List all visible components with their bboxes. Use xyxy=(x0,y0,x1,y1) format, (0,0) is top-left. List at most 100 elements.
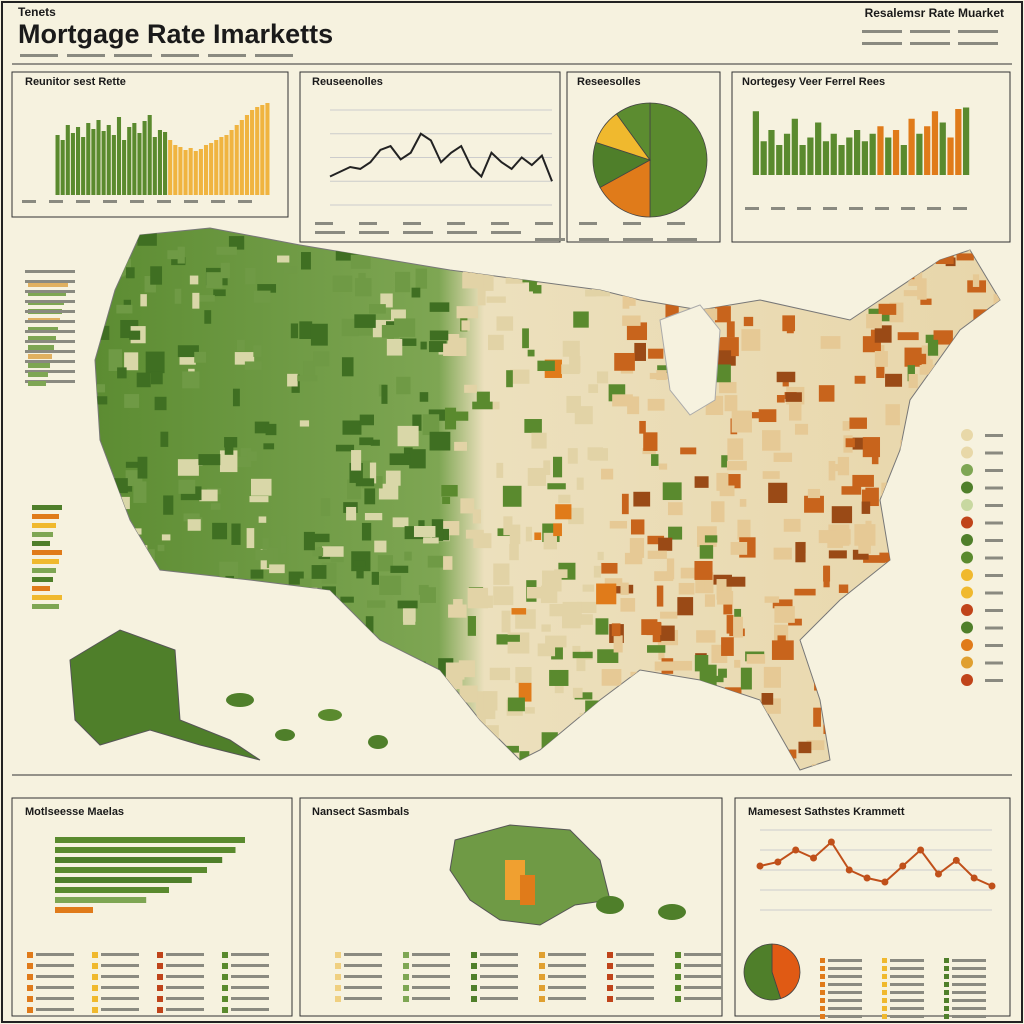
legend-swatch xyxy=(820,1006,825,1011)
label-placeholder xyxy=(25,330,75,333)
map-patch xyxy=(411,287,421,298)
map-patch xyxy=(385,470,401,486)
label-placeholder xyxy=(238,200,252,203)
map-patch xyxy=(719,485,735,497)
legend-swatch xyxy=(32,523,56,528)
map-patch xyxy=(250,569,264,579)
legend-swatch xyxy=(820,998,825,1003)
label-placeholder xyxy=(985,591,1003,595)
map-patch xyxy=(874,325,892,343)
map-patch xyxy=(394,318,416,337)
map-patch xyxy=(519,751,530,765)
map-patch xyxy=(446,411,469,421)
map-patch xyxy=(350,251,371,269)
map-patch xyxy=(204,310,212,324)
label-placeholder xyxy=(101,997,139,1000)
panel-title: Mamesest Sathstes Krammett xyxy=(748,806,905,818)
map-patch xyxy=(849,417,867,429)
marker xyxy=(756,862,764,870)
map-patch xyxy=(794,423,809,435)
legend-dot xyxy=(961,499,973,511)
bar xyxy=(838,145,845,175)
legend-swatch xyxy=(403,963,409,969)
map-patch xyxy=(341,357,354,377)
map-patch xyxy=(503,516,513,536)
legend-dot xyxy=(961,604,973,616)
map-patch xyxy=(746,654,766,664)
label-placeholder xyxy=(985,609,1003,612)
map-patch xyxy=(614,352,635,371)
bar xyxy=(55,877,192,883)
map-patch xyxy=(658,537,673,551)
map-patch xyxy=(361,522,372,541)
legend-swatch xyxy=(92,985,98,991)
map-patch xyxy=(694,561,713,580)
legend-swatch xyxy=(27,1007,33,1013)
bar xyxy=(830,133,837,175)
bar xyxy=(55,887,169,893)
label-placeholder xyxy=(548,964,586,967)
bar xyxy=(60,140,65,195)
map-patch xyxy=(496,316,514,331)
bar xyxy=(132,123,137,195)
label-placeholder xyxy=(862,42,902,45)
bar xyxy=(55,837,245,843)
map-patch xyxy=(160,431,169,447)
map-patch xyxy=(125,461,142,468)
map-patch xyxy=(509,543,519,561)
map-patch xyxy=(258,516,267,523)
map-patch xyxy=(299,420,310,427)
map-patch xyxy=(595,618,609,635)
label-placeholder xyxy=(184,200,198,203)
bar xyxy=(55,867,207,873)
map-patch xyxy=(364,485,376,505)
map-patch xyxy=(415,268,428,289)
legend-swatch xyxy=(28,354,52,359)
legend-swatch xyxy=(222,996,228,1002)
legend-swatch xyxy=(403,952,409,958)
map-patch xyxy=(395,271,411,293)
label-placeholder xyxy=(480,975,518,978)
bar xyxy=(768,130,775,175)
map-patch xyxy=(531,432,547,449)
map-patch xyxy=(150,371,163,385)
map-patch xyxy=(445,677,463,690)
label-placeholder xyxy=(25,350,75,353)
legend-swatch xyxy=(222,1007,228,1013)
bar xyxy=(869,133,876,175)
map-patch xyxy=(852,474,874,487)
map-patch xyxy=(562,614,581,629)
label-placeholder xyxy=(616,975,654,978)
bar xyxy=(244,115,250,195)
bar xyxy=(55,857,223,863)
bar xyxy=(147,115,152,195)
map-patch xyxy=(310,323,328,346)
map-patch xyxy=(711,501,725,523)
legend-swatch xyxy=(820,982,825,987)
map-patch xyxy=(726,576,746,587)
map-patch xyxy=(585,289,597,297)
map-patch xyxy=(429,330,449,341)
legend-swatch xyxy=(820,958,825,963)
label-placeholder xyxy=(985,451,1003,455)
label-placeholder xyxy=(952,999,986,1002)
map-patch xyxy=(378,483,399,500)
bar xyxy=(908,118,915,175)
map-patch xyxy=(656,585,664,607)
label-placeholder xyxy=(684,953,722,956)
map-patch xyxy=(612,394,633,407)
legend-swatch xyxy=(675,996,681,1002)
legend-swatch xyxy=(222,952,228,958)
legend-dot xyxy=(961,639,973,651)
map-patch xyxy=(460,498,475,514)
map-patch xyxy=(789,749,797,759)
map-patch xyxy=(572,651,593,659)
map-patch xyxy=(369,304,386,314)
bar xyxy=(931,111,939,175)
map-patch xyxy=(473,533,492,549)
map-patch xyxy=(795,542,806,563)
label-placeholder xyxy=(910,42,950,45)
label-placeholder xyxy=(985,644,1003,647)
map-patch xyxy=(547,483,566,490)
map-patch xyxy=(483,691,498,711)
